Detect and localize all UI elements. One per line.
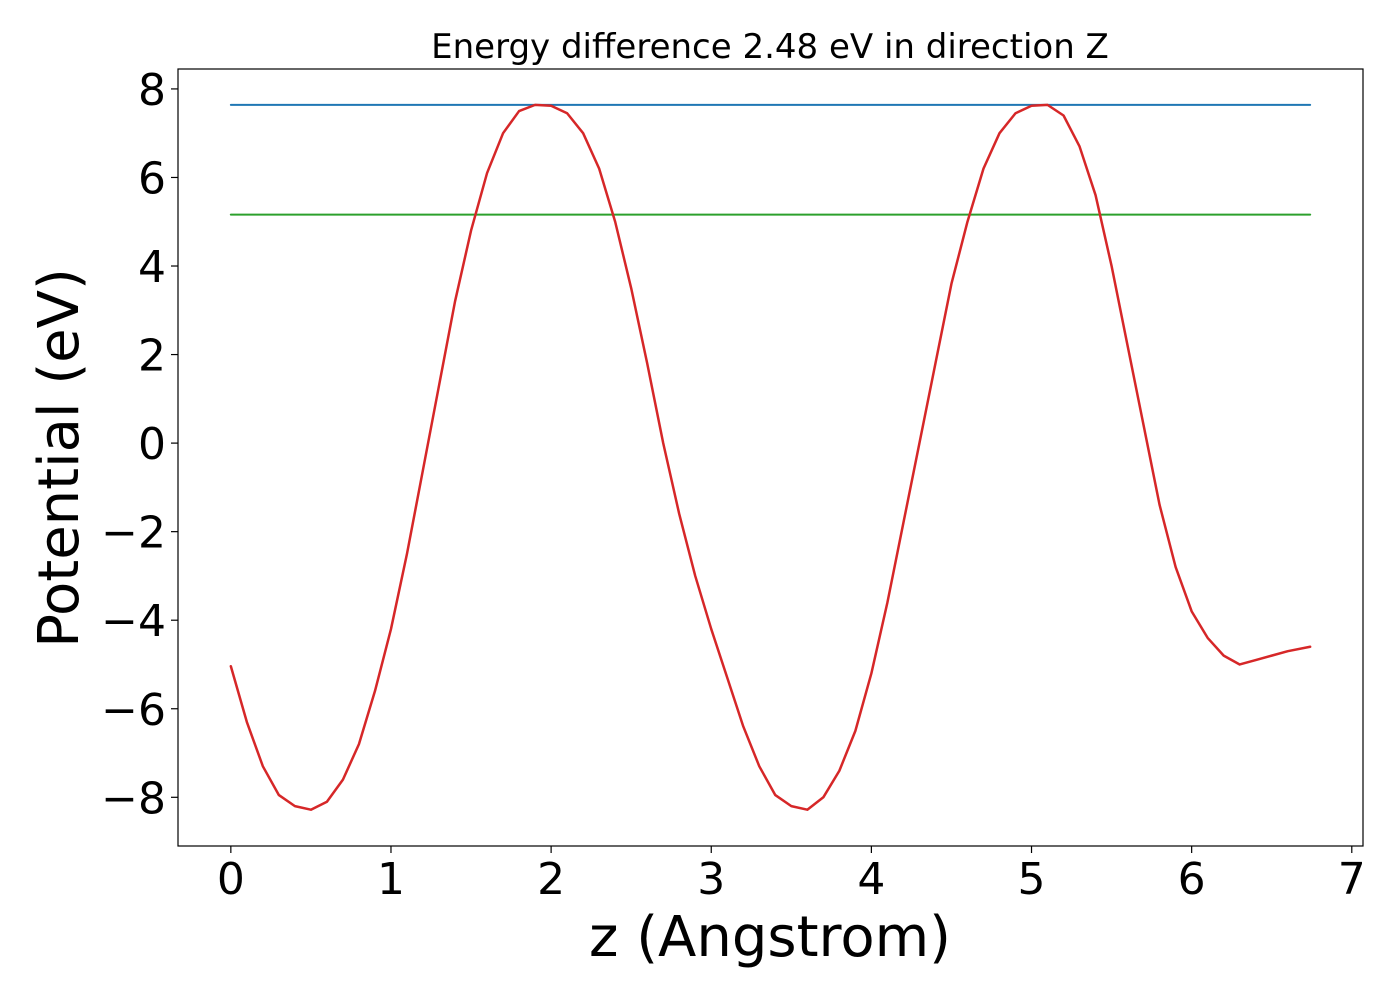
x-axis-label: z (Angstrom) [589, 905, 951, 970]
x-tick-label: 6 [1178, 854, 1206, 905]
chart-title: Energy difference 2.48 eV in direction Z [431, 27, 1109, 67]
y-tick-label: 6 [138, 153, 166, 204]
x-tick-label: 3 [697, 854, 725, 905]
series-group [229, 103, 1312, 811]
y-tick-label: 8 [138, 65, 166, 116]
y-axis-label: Potential (eV) [27, 268, 92, 648]
x-tick-label: 1 [377, 854, 405, 905]
y-tick-label: 2 [138, 331, 166, 382]
y-tick-label: 0 [138, 419, 166, 470]
x-tick-label: 5 [1018, 854, 1046, 905]
x-tick-label: 7 [1338, 854, 1366, 905]
y-tick-label: −4 [101, 596, 166, 647]
y-tick-label: −8 [101, 773, 166, 824]
x-tick-label: 2 [537, 854, 565, 905]
series-line-red [229, 103, 1312, 811]
axes: 0 1 2 3 4 5 6 7 −8 −6 −4 −2 0 2 4 6 8 [101, 65, 1366, 905]
plot-frame [177, 68, 1364, 847]
x-tick-label: 0 [217, 854, 245, 905]
x-tick-label: 4 [857, 854, 885, 905]
y-tick-label: −2 [101, 508, 166, 559]
y-tick-label: −6 [101, 685, 166, 736]
y-tick-label: 4 [138, 242, 166, 293]
